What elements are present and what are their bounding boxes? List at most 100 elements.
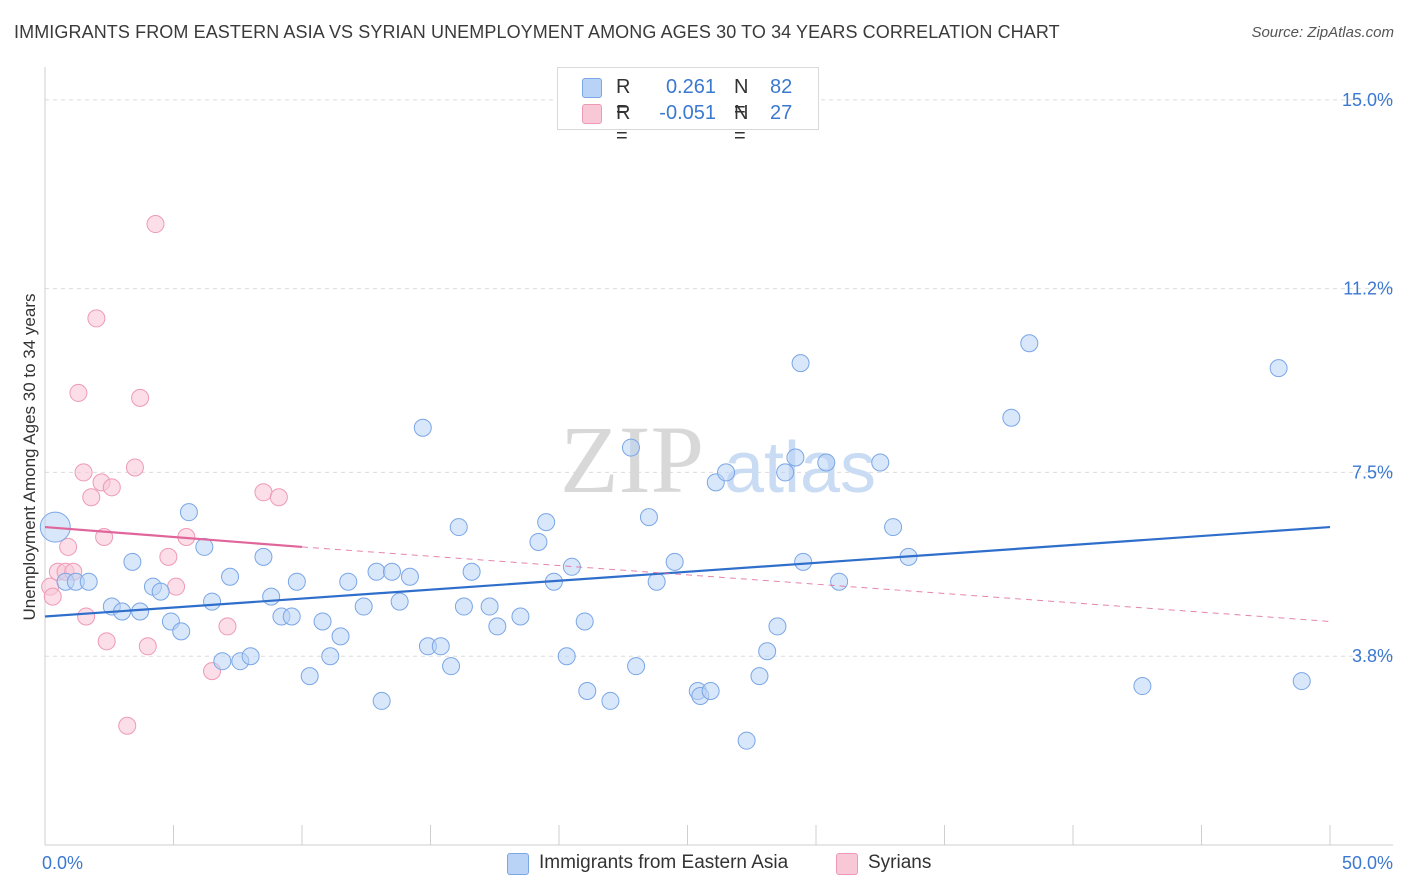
tick-labels: 3.8% 7.5% 11.2% 15.0% 0.0% 50.0% xyxy=(42,90,1393,873)
syrians-point xyxy=(69,383,88,402)
eastern-asia-point xyxy=(575,612,594,631)
eastern-asia-point xyxy=(79,572,98,591)
eastern-asia-point xyxy=(331,627,350,646)
y-tick-label: 15.0% xyxy=(1342,90,1393,110)
eastern-asia-point xyxy=(400,567,419,586)
eastern-asia-point xyxy=(717,463,736,482)
eastern-asia-point xyxy=(195,537,214,556)
syrians-point xyxy=(218,617,237,636)
eastern-asia-point xyxy=(287,572,306,591)
eastern-asia-point xyxy=(282,607,301,626)
legend-swatch-pink xyxy=(582,104,602,124)
syrians-points xyxy=(41,215,288,735)
correlation-legend: R = 0.261 N = 82 R = -0.051 N = 27 xyxy=(557,67,819,147)
legend-label-syrians: Syrians xyxy=(868,852,932,873)
x-tick-label: 50.0% xyxy=(1342,853,1393,873)
eastern-asia-point xyxy=(354,597,373,616)
eastern-asia-point xyxy=(372,691,391,710)
eastern-asia-point xyxy=(300,667,319,686)
eastern-asia-point xyxy=(578,682,597,700)
eastern-asia-point xyxy=(557,647,576,666)
syrians-point xyxy=(82,488,101,507)
eastern-asia-point xyxy=(151,582,170,601)
trend-lines xyxy=(44,525,1331,622)
eastern-asia-point xyxy=(131,602,150,621)
eastern-asia-point xyxy=(313,612,332,631)
watermark: ZIP atlas xyxy=(560,406,876,513)
grid-lines xyxy=(45,99,1393,657)
eastern-asia-point xyxy=(179,503,198,522)
eastern-asia-point xyxy=(791,354,810,373)
eastern-asia-point xyxy=(758,642,777,661)
eastern-asia-point xyxy=(454,597,473,616)
eastern-asia-point xyxy=(413,418,432,437)
syrians-point xyxy=(74,463,93,482)
y-tick-label: 3.8% xyxy=(1352,646,1393,666)
eastern-asia-point xyxy=(627,657,646,676)
eastern-asia-point xyxy=(367,562,386,581)
legend-label-eastern-asia: Immigrants from Eastern Asia xyxy=(539,852,789,873)
eastern-asia-point xyxy=(254,547,273,566)
eastern-asia-points xyxy=(39,334,1311,750)
eastern-asia-point xyxy=(321,647,340,666)
watermark-zip: ZIP xyxy=(560,406,704,513)
legend-n-value: 27 xyxy=(770,102,793,124)
syrians-point xyxy=(77,607,96,626)
eastern-asia-point xyxy=(123,552,142,571)
eastern-asia-point xyxy=(382,562,401,581)
legend-r-label: R = xyxy=(616,102,631,147)
eastern-asia-point xyxy=(339,572,358,591)
eastern-asia-point xyxy=(817,453,836,472)
syrians-trend-line xyxy=(44,525,303,549)
eastern-asia-point xyxy=(449,518,468,537)
syrians-point xyxy=(87,309,106,328)
eastern-asia-trend-line xyxy=(44,525,1331,618)
legend-n-value: 82 xyxy=(770,76,793,98)
legend-n-label: N = xyxy=(734,76,749,121)
legend-r-label: R = xyxy=(616,76,631,121)
eastern-asia-point xyxy=(241,647,260,666)
y-axis-label: Unemployment Among Ages 30 to 34 years xyxy=(20,294,39,621)
eastern-asia-point xyxy=(431,637,450,656)
legend-n-label: N = xyxy=(734,102,749,147)
eastern-asia-point xyxy=(639,508,658,527)
x-tick-label: 0.0% xyxy=(42,853,83,873)
eastern-asia-point xyxy=(262,587,281,606)
legend-swatch-blue xyxy=(507,853,529,875)
legend-r-value: -0.051 xyxy=(659,102,716,124)
eastern-asia-point xyxy=(390,592,409,611)
chart-title: IMMIGRANTS FROM EASTERN ASIA VS SYRIAN U… xyxy=(14,22,1060,42)
eastern-asia-point xyxy=(1269,359,1288,378)
syrians-point xyxy=(254,483,273,502)
eastern-asia-point xyxy=(529,532,548,551)
eastern-asia-point xyxy=(665,552,684,571)
eastern-asia-point xyxy=(871,453,890,472)
source-credit: Source: ZipAtlas.com xyxy=(1251,24,1394,41)
watermark-atlas: atlas xyxy=(724,428,876,508)
eastern-asia-point xyxy=(442,657,461,676)
legend-swatch-blue xyxy=(582,78,602,98)
syrians-point xyxy=(43,587,62,606)
eastern-asia-point xyxy=(884,518,903,537)
syrians-point xyxy=(269,488,288,507)
eastern-asia-point xyxy=(647,572,666,591)
eastern-asia-point xyxy=(768,617,787,636)
eastern-asia-point xyxy=(480,597,499,616)
y-tick-label: 11.2% xyxy=(1343,279,1393,299)
y-tick-label: 7.5% xyxy=(1352,462,1393,482)
eastern-asia-point xyxy=(213,652,232,671)
eastern-asia-point xyxy=(1002,408,1021,427)
syrians-point xyxy=(59,537,78,556)
syrians-point xyxy=(102,478,121,497)
eastern-asia-point xyxy=(511,607,530,626)
legend-swatch-pink xyxy=(836,853,858,875)
eastern-asia-point xyxy=(1020,334,1039,353)
eastern-asia-point xyxy=(1292,672,1311,691)
eastern-asia-point xyxy=(737,731,756,750)
syrians-point xyxy=(131,388,150,407)
legend-r-value: 0.261 xyxy=(665,76,716,98)
eastern-asia-point xyxy=(830,572,849,591)
syrians-point xyxy=(118,716,137,735)
eastern-asia-point xyxy=(750,667,769,686)
